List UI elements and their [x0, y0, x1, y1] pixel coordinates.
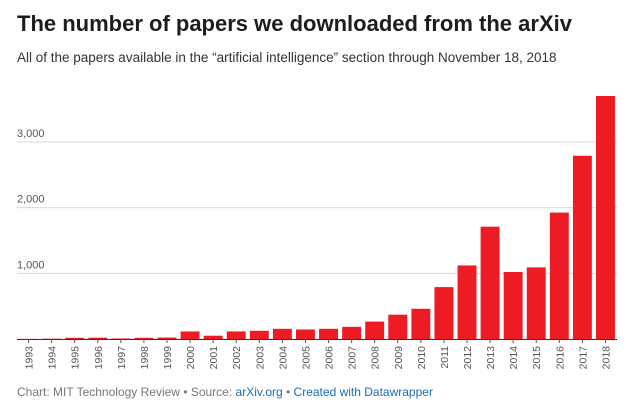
- x-tick-label: 2015: [531, 346, 543, 370]
- bar: [434, 287, 454, 339]
- bar: [134, 337, 154, 339]
- chart-subtitle: All of the papers available in the “arti…: [17, 50, 557, 65]
- bar: [111, 338, 131, 339]
- x-tick-label: 2001: [208, 346, 220, 370]
- x-tick-label: 2007: [347, 346, 359, 370]
- bar: [388, 314, 408, 339]
- x-tick-label: 2011: [439, 346, 451, 369]
- bar: [157, 337, 177, 339]
- x-tick-label: 2006: [324, 346, 336, 370]
- x-tick-label: 2013: [485, 346, 497, 370]
- x-tick-label: 1999: [162, 346, 174, 370]
- bar: [596, 96, 615, 339]
- x-tick-label: 1995: [70, 346, 82, 370]
- x-tick-label: 2003: [254, 346, 266, 370]
- x-tick-label: 2005: [300, 346, 312, 370]
- bar: [526, 267, 546, 339]
- bar: [88, 337, 108, 339]
- x-tick-label: 2012: [462, 346, 474, 370]
- bar: [503, 272, 523, 339]
- datawrapper-link[interactable]: Created with Datawrapper: [293, 385, 433, 399]
- bar: [411, 308, 431, 339]
- x-tick-label: 2008: [370, 346, 382, 370]
- y-tick-label: 1,000: [17, 259, 45, 271]
- bar: [180, 331, 200, 339]
- bar: [272, 328, 292, 339]
- source-link[interactable]: arXiv.org: [235, 385, 283, 399]
- bar: [572, 155, 592, 339]
- bar: [203, 335, 223, 339]
- x-tick-label: 1993: [24, 346, 36, 370]
- x-tick-label: 2004: [277, 346, 289, 370]
- x-tick-label: 1998: [139, 346, 151, 370]
- x-tick-label: 2010: [416, 346, 428, 370]
- bar: [365, 321, 385, 339]
- x-tick-label: 2014: [508, 346, 520, 370]
- bar: [65, 337, 85, 339]
- x-tick-label: 2018: [600, 346, 612, 370]
- bar: [42, 338, 62, 340]
- bar: [480, 226, 500, 339]
- bar: [457, 265, 477, 339]
- chart-footer: Chart: MIT Technology Review • Source: a…: [17, 385, 433, 399]
- y-tick-label: 3,000: [17, 128, 45, 140]
- x-tick-label: 2002: [231, 346, 243, 370]
- x-tick-label: 2016: [554, 346, 566, 370]
- x-tick-label: 2017: [577, 346, 589, 370]
- bar: [319, 328, 338, 339]
- chart-title: The number of papers we downloaded from …: [17, 11, 572, 36]
- footer-credit-text: Chart: MIT Technology Review • Source:: [17, 385, 236, 399]
- x-tick-label: 1996: [93, 346, 105, 370]
- bar: [342, 326, 362, 339]
- y-tick-label: 2,000: [17, 194, 45, 206]
- bar: [296, 329, 315, 339]
- x-tick-label: 2000: [185, 346, 197, 370]
- footer-separator: •: [282, 385, 294, 399]
- bar: [226, 331, 246, 339]
- bar: [249, 330, 269, 339]
- x-tick-label: 1994: [47, 346, 59, 370]
- x-tick-label: 2009: [393, 346, 405, 370]
- bar: [549, 212, 569, 339]
- x-tick-label: 1997: [116, 346, 128, 370]
